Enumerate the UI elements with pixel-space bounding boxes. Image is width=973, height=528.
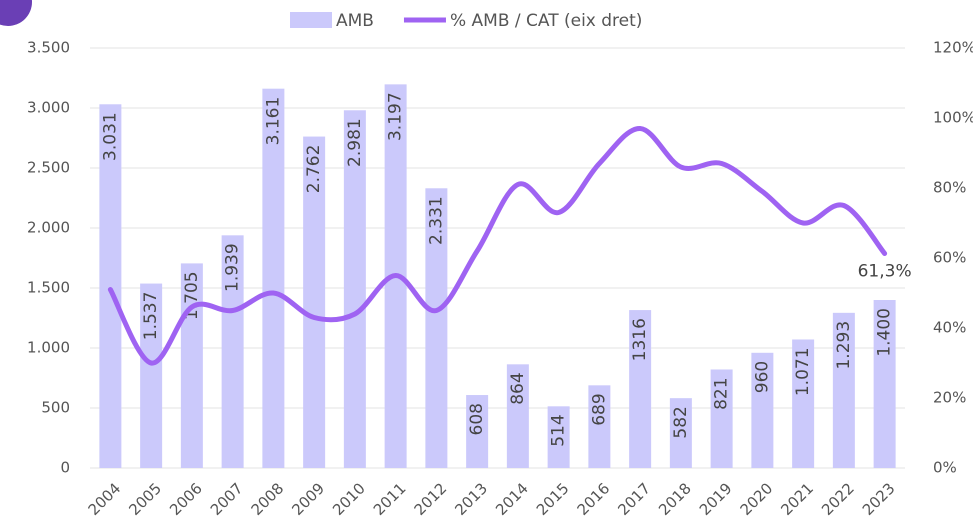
y-tick-label: 1.500	[27, 279, 70, 297]
y-tick-label: 2.500	[27, 159, 70, 177]
bar-value-label: 608	[467, 403, 487, 435]
bar	[303, 136, 326, 468]
bar-value-label: 3.161	[263, 97, 283, 146]
x-tick-label: 2020	[737, 479, 777, 519]
x-tick-label: 2016	[574, 479, 614, 519]
y-tick-label: 3.500	[27, 39, 70, 57]
y-tick-label: 3.000	[27, 99, 70, 117]
y-tick-label: 500	[41, 399, 70, 417]
bar-value-label: 1.293	[834, 321, 854, 370]
bar	[832, 312, 855, 468]
x-tick-label: 2023	[859, 479, 899, 519]
bar-value-label: 864	[508, 372, 528, 404]
bar-value-label: 2.762	[304, 145, 324, 194]
x-tick-label: 2022	[818, 479, 858, 519]
bar	[343, 110, 366, 468]
bar	[710, 369, 733, 468]
line	[107, 126, 888, 366]
bar	[221, 235, 244, 468]
bar-value-label: 582	[671, 406, 691, 438]
y2-tick-label: 100%	[933, 109, 973, 127]
y2-tick-label: 0%	[933, 459, 957, 477]
y2-tick-label: 120%	[933, 39, 973, 57]
bar-value-label: 1.400	[875, 308, 895, 357]
y-tick-label: 0	[60, 459, 70, 477]
bar-value-label: 1.071	[793, 347, 813, 396]
bar-value-label: 2.981	[345, 118, 365, 167]
x-tick-label: 2019	[696, 479, 736, 519]
bar-value-label: 1.705	[182, 271, 202, 320]
x-tick-label: 2008	[248, 479, 288, 519]
bar-value-label: 1316	[630, 318, 650, 361]
x-tick-label: 2013	[451, 479, 491, 519]
x-tick-label: 2009	[288, 479, 328, 519]
line-value-label: 61,3%	[858, 261, 912, 281]
bar-value-label: 1.939	[223, 243, 243, 292]
y2-tick-label: 20%	[933, 389, 966, 407]
y-tick-label: 2.000	[27, 219, 70, 237]
legend-label: % AMB / CAT (eix dret)	[450, 11, 642, 31]
x-tick-label: 2004	[85, 479, 125, 519]
bar-value-label: 821	[712, 377, 732, 409]
x-tick-label: 2012	[411, 479, 451, 519]
x-tick-label: 2010	[329, 479, 369, 519]
bar	[466, 395, 489, 468]
bar	[873, 300, 896, 468]
x-tick-label: 2014	[492, 479, 532, 519]
x-tick-label: 2005	[125, 479, 165, 519]
bar	[629, 310, 652, 468]
x-tick-label: 2021	[777, 479, 817, 519]
x-tick-label: 2017	[614, 479, 654, 519]
y2-tick-label: 40%	[933, 319, 966, 337]
bar	[669, 398, 692, 468]
x-tick-label: 2011	[370, 479, 410, 519]
bar	[506, 364, 529, 468]
bar	[588, 385, 611, 468]
y-tick-label: 1.000	[27, 339, 70, 357]
legend-swatch	[290, 12, 332, 28]
x-tick-label: 2015	[533, 479, 573, 519]
bar-value-label: 3.031	[100, 112, 120, 161]
bar-value-label: 960	[752, 361, 772, 393]
bar-value-label: 3.197	[386, 92, 406, 141]
corner-badge	[0, 0, 32, 26]
bar	[262, 88, 285, 469]
bar	[99, 104, 122, 468]
bar-value-label: 1.537	[141, 292, 161, 341]
legend-label: AMB	[336, 11, 374, 31]
x-tick-label: 2006	[166, 479, 206, 519]
bar	[751, 352, 774, 468]
x-tick-label: 2018	[655, 479, 695, 519]
bar	[425, 188, 448, 468]
bar	[547, 406, 570, 468]
bar-value-label: 689	[589, 393, 609, 425]
bar-value-label: 514	[549, 414, 569, 446]
bar-value-label: 2.331	[426, 196, 446, 245]
y2-tick-label: 80%	[933, 179, 966, 197]
y2-tick-label: 60%	[933, 249, 966, 267]
x-tick-label: 2007	[207, 479, 247, 519]
bar	[140, 283, 163, 468]
bar	[792, 339, 815, 468]
